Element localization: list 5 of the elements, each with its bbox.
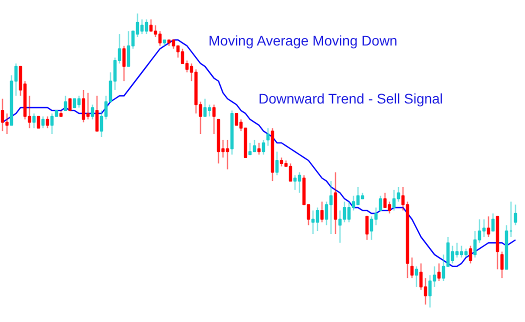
candlestick (234, 112, 238, 126)
candlestick (68, 98, 72, 112)
annotation: Moving Average Moving Down (208, 32, 398, 48)
candlestick (36, 116, 40, 129)
annotation: Downward Trend - Sell Signal (258, 90, 443, 106)
